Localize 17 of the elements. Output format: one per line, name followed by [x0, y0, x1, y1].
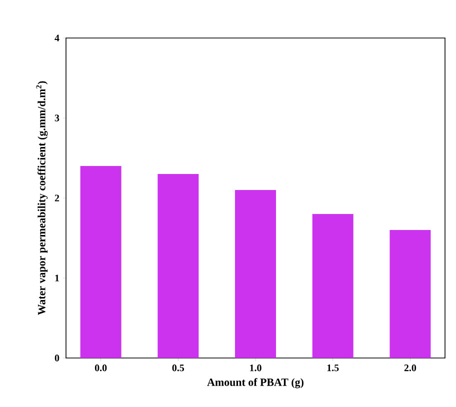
y-tick-label: 4 — [54, 34, 60, 42]
bar — [158, 174, 199, 358]
y-tick-label: 1 — [55, 274, 59, 282]
x-tick-label: 1.5 — [327, 364, 339, 372]
y-tick-label: 3 — [54, 114, 60, 122]
y-axis-title: Water vapor permeability coefficient (g.mm/d.m$^{2}$) — [36, 81, 48, 316]
bar — [390, 230, 431, 358]
x-tick-label: 2.0 — [404, 364, 416, 372]
bar — [80, 166, 122, 358]
y-tick-label: 0 — [54, 354, 60, 362]
x-tick-label: 0.5 — [172, 364, 184, 372]
x-tick-label: 0.0 — [94, 364, 107, 372]
bar — [312, 214, 354, 358]
x-axis-title: Amount of PBAT (g) — [207, 378, 304, 388]
x-tick-label: 1.0 — [250, 364, 262, 372]
y-tick-label: 2 — [54, 194, 60, 202]
bar — [235, 190, 276, 358]
